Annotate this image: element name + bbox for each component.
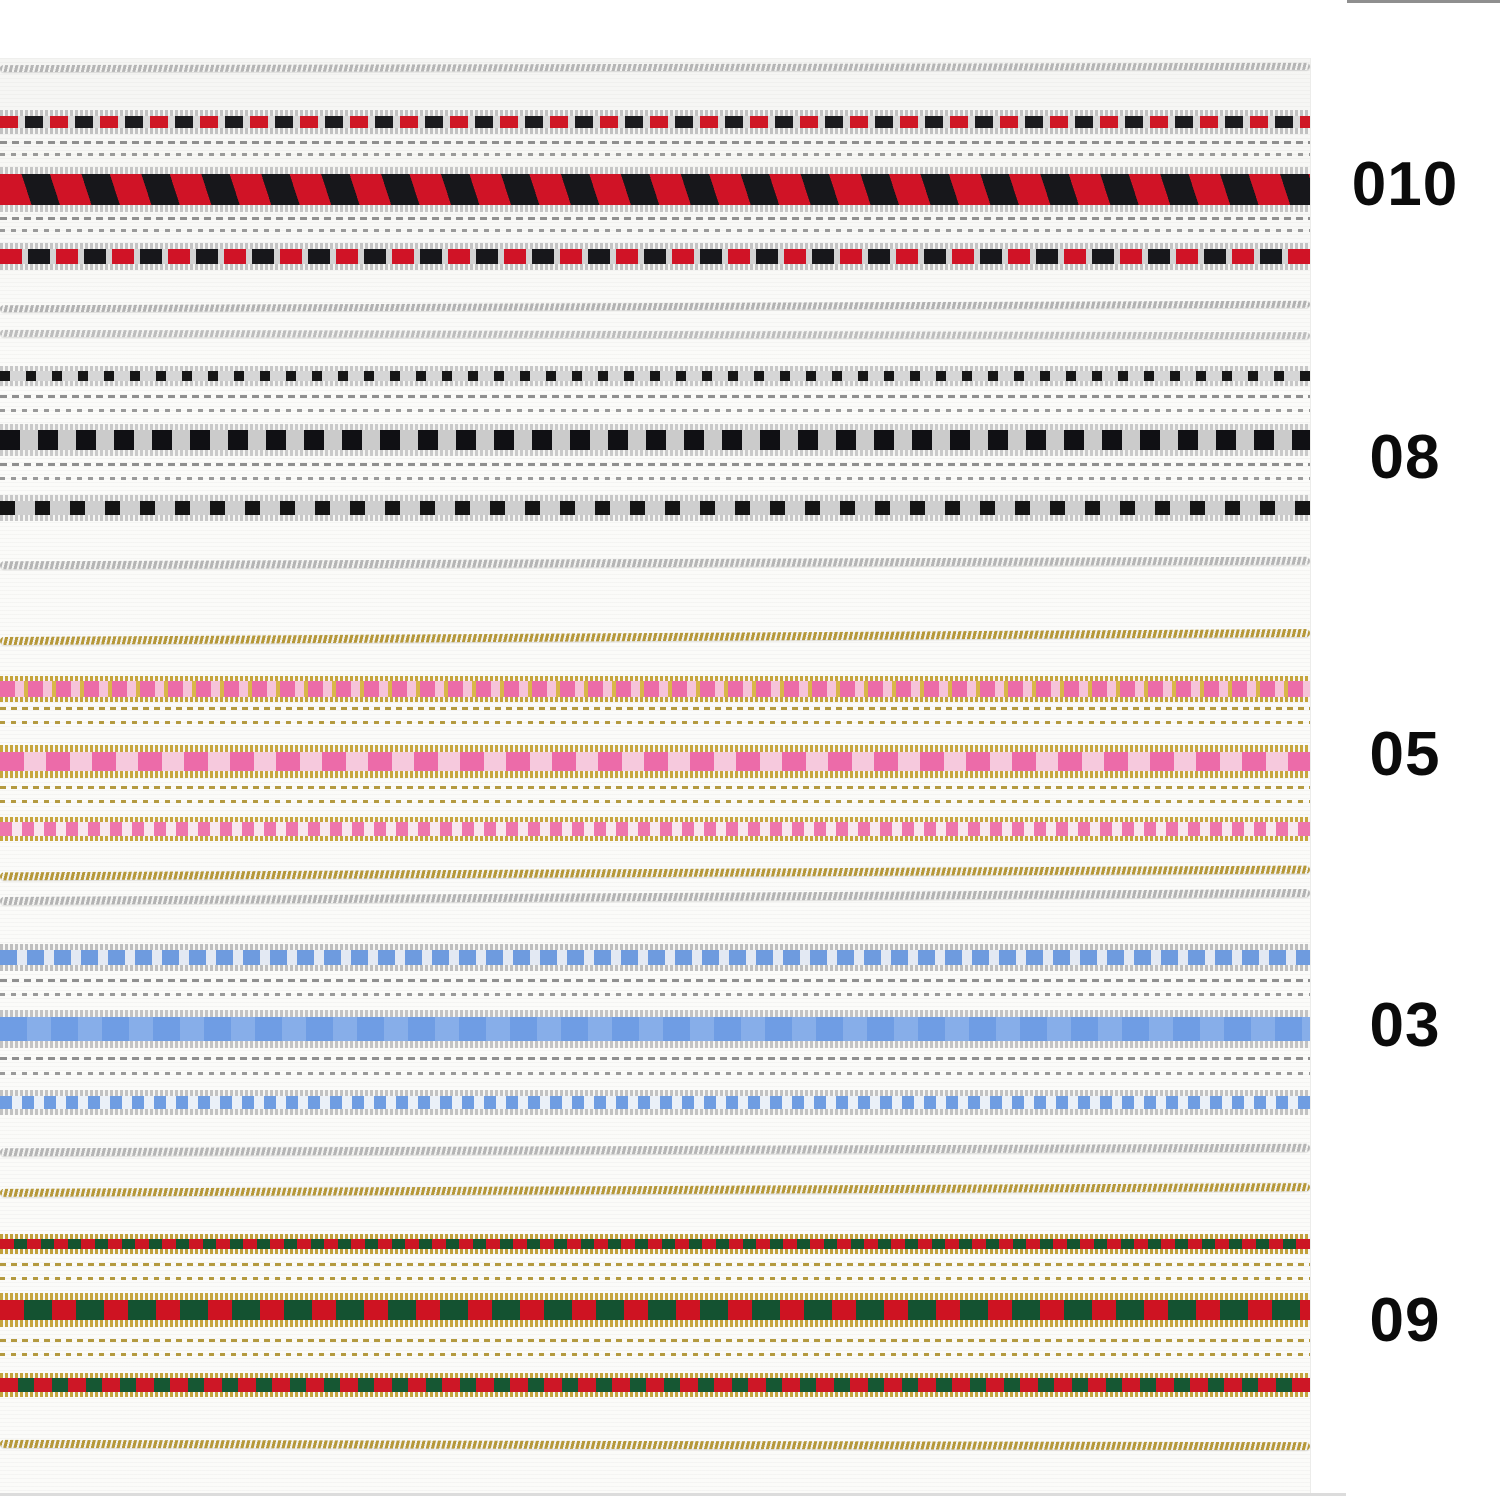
accent-ribbon-09-top-body	[0, 1239, 1310, 1249]
accent-ribbon-05-bottom-metal-edge	[0, 836, 1310, 841]
silver-thread	[0, 1072, 1310, 1075]
accent-ribbon-09-bottom	[0, 1373, 1310, 1397]
main-ribbon-05-body	[0, 752, 1310, 771]
accent-ribbon-03-bottom-metal-edge	[0, 1109, 1310, 1115]
accent-ribbon-05-top-metal-edge	[0, 697, 1310, 702]
accent-ribbon-03-top-metal-edge	[0, 965, 1310, 971]
main-ribbon-09-body	[0, 1300, 1310, 1320]
gold-thread	[0, 707, 1310, 710]
accent-ribbon-09-top-metal-edge	[0, 1234, 1310, 1239]
accent-ribbon-010-bottom-metal-edge	[0, 264, 1310, 270]
gold-cord	[0, 628, 1311, 646]
main-ribbon-010-metal-edge	[0, 167, 1310, 174]
main-ribbon-08-metal-edge	[0, 450, 1310, 456]
gold-cord	[0, 1439, 1311, 1451]
main-ribbon-05	[0, 745, 1310, 778]
silver-thread	[0, 463, 1310, 466]
silver-thread	[0, 141, 1310, 144]
accent-ribbon-010-top-metal-edge	[0, 128, 1310, 134]
silver-cord	[0, 1143, 1311, 1157]
accent-ribbon-05-top-metal-edge	[0, 676, 1310, 681]
silver-thread	[0, 153, 1310, 156]
accent-ribbon-05-bottom-body	[0, 822, 1310, 836]
silver-thread	[0, 993, 1310, 996]
main-ribbon-03-metal-edge	[0, 1041, 1310, 1048]
accent-ribbon-09-top-metal-edge	[0, 1249, 1310, 1254]
main-ribbon-010-body	[0, 174, 1310, 205]
accent-ribbon-03-top	[0, 944, 1310, 971]
silver-thread	[0, 409, 1310, 412]
accent-ribbon-09-bottom-metal-edge	[0, 1392, 1310, 1397]
accent-ribbon-010-top-body	[0, 116, 1310, 128]
accent-ribbon-08-bottom	[0, 495, 1310, 521]
gold-cord	[0, 865, 1311, 881]
accent-ribbon-08-bottom-metal-edge	[0, 495, 1310, 501]
accent-ribbon-08-top	[0, 366, 1310, 386]
gold-thread	[0, 800, 1310, 803]
main-ribbon-03-body	[0, 1017, 1310, 1041]
accent-ribbon-03-bottom-body	[0, 1096, 1310, 1109]
accent-ribbon-09-bottom-body	[0, 1378, 1310, 1392]
accent-ribbon-03-bottom-metal-edge	[0, 1090, 1310, 1096]
gold-thread	[0, 1263, 1310, 1266]
accent-ribbon-010-bottom-body	[0, 249, 1310, 264]
accent-ribbon-09-top	[0, 1234, 1310, 1254]
gold-thread	[0, 721, 1310, 724]
fabric-bottom-edge	[0, 1493, 1346, 1496]
silver-thread	[0, 477, 1310, 480]
main-ribbon-09-metal-edge	[0, 1293, 1310, 1300]
main-ribbon-010	[0, 167, 1310, 212]
accent-ribbon-010-top-metal-edge	[0, 110, 1310, 116]
silver-thread	[0, 395, 1310, 398]
accent-ribbon-08-top-body	[0, 371, 1310, 381]
gold-thread	[0, 786, 1310, 789]
silver-cord	[0, 329, 1311, 340]
accent-ribbon-05-bottom-metal-edge	[0, 817, 1310, 822]
accent-ribbon-05-top-body	[0, 681, 1310, 697]
accent-ribbon-09-bottom-metal-edge	[0, 1373, 1310, 1378]
gold-thread	[0, 1277, 1310, 1280]
silver-thread	[0, 1057, 1310, 1060]
silver-cord	[0, 62, 1311, 73]
silver-thread	[0, 217, 1310, 220]
accent-ribbon-010-bottom-metal-edge	[0, 243, 1310, 249]
main-ribbon-09	[0, 1293, 1310, 1327]
accent-ribbon-08-top-metal-edge	[0, 366, 1310, 371]
main-ribbon-03	[0, 1010, 1310, 1048]
gold-thread	[0, 1339, 1310, 1342]
main-ribbon-05-metal-edge	[0, 771, 1310, 778]
main-ribbon-08	[0, 424, 1310, 456]
gold-thread	[0, 1353, 1310, 1356]
accent-ribbon-03-bottom	[0, 1090, 1310, 1115]
main-ribbon-010-metal-edge	[0, 205, 1310, 212]
accent-ribbon-03-top-metal-edge	[0, 944, 1310, 950]
main-ribbon-03-metal-edge	[0, 1010, 1310, 1017]
silver-cord	[0, 300, 1311, 313]
accent-ribbon-010-top	[0, 110, 1310, 134]
accent-ribbon-05-bottom	[0, 817, 1310, 841]
main-ribbon-08-metal-edge	[0, 424, 1310, 430]
main-ribbon-09-metal-edge	[0, 1320, 1310, 1327]
silver-cord	[0, 888, 1311, 906]
accent-ribbon-03-top-body	[0, 950, 1310, 965]
silver-thread	[0, 229, 1310, 232]
accent-ribbon-010-bottom	[0, 243, 1310, 270]
accent-ribbon-08-bottom-body	[0, 501, 1310, 515]
corner-mark	[1347, 0, 1500, 3]
accent-ribbon-08-bottom-metal-edge	[0, 515, 1310, 521]
accent-ribbon-08-top-metal-edge	[0, 381, 1310, 386]
main-ribbon-05-metal-edge	[0, 745, 1310, 752]
accent-ribbon-05-top	[0, 676, 1310, 702]
gold-cord	[0, 1183, 1311, 1197]
silver-cord	[0, 556, 1311, 570]
main-ribbon-08-body	[0, 430, 1310, 450]
silver-thread	[0, 979, 1310, 982]
